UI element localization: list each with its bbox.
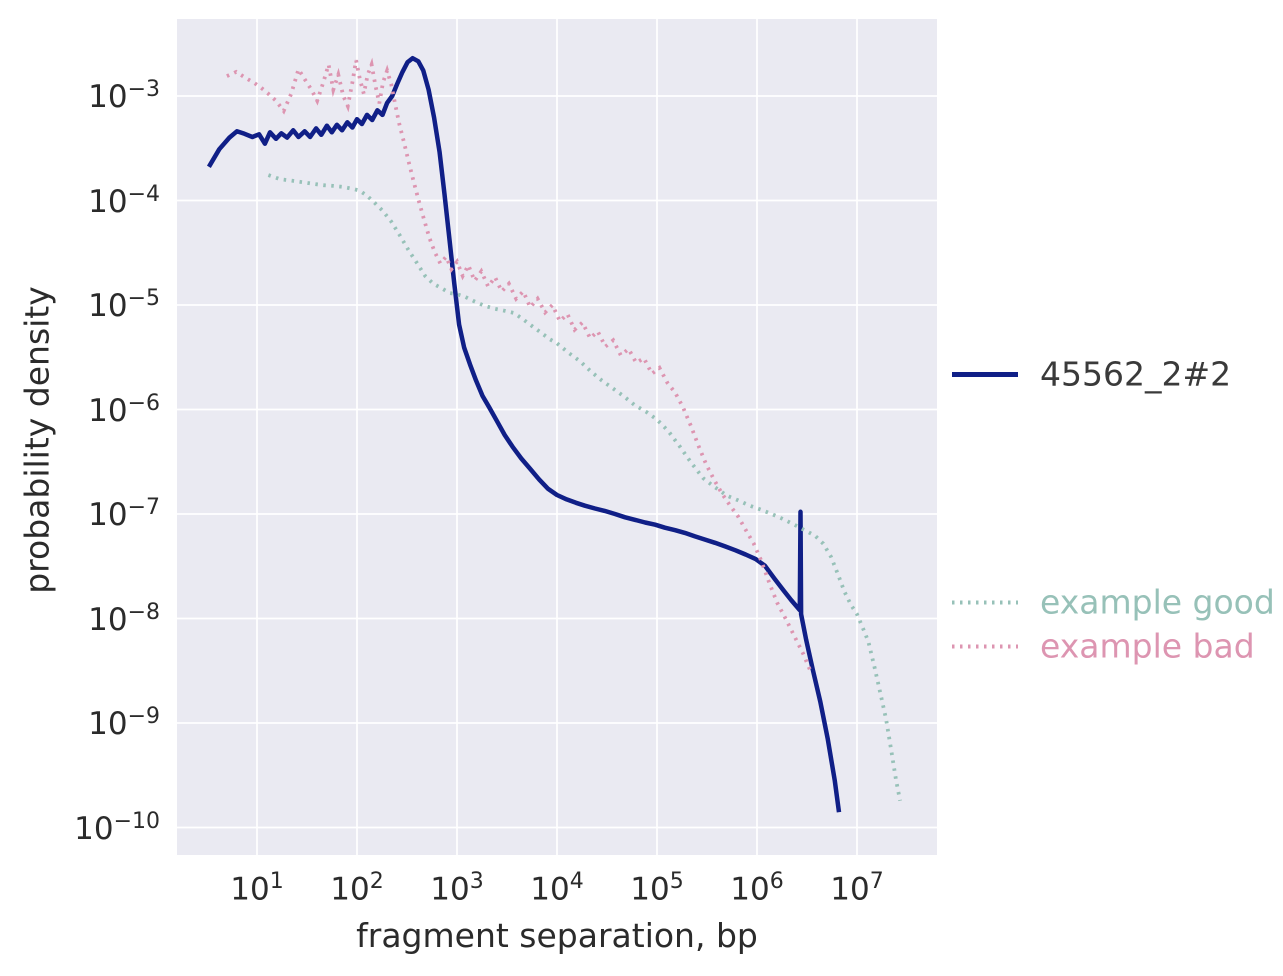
plot-area — [177, 19, 937, 855]
ytick-label: 10−6 — [88, 390, 160, 429]
ytick-label: 10−4 — [88, 181, 160, 220]
legend-entry-example-good: example good — [952, 583, 1275, 622]
legend-label-sample: 45562_2#2 — [1040, 354, 1232, 394]
legend-label-example-bad: example bad — [1040, 626, 1255, 666]
ytick-label: 10−10 — [74, 808, 160, 847]
legend-line-sample-swatch — [952, 371, 1018, 377]
xtick-label: 104 — [530, 869, 584, 908]
ytick-label: 10−9 — [88, 703, 160, 743]
chart-canvas — [177, 19, 937, 855]
xtick-label: 101 — [230, 869, 284, 908]
series-line-45562-2-2 — [206, 55, 842, 813]
ytick-label: 10−7 — [88, 494, 160, 534]
xtick-label: 106 — [730, 869, 784, 908]
ytick-label: 10−3 — [88, 76, 160, 116]
legend-entry-sample: 45562_2#2 — [952, 355, 1231, 394]
legend-label-example-good: example good — [1040, 582, 1275, 622]
legend-line-example-bad-swatch — [952, 644, 1018, 648]
y-axis-title: probability density — [17, 286, 57, 594]
xtick-label: 107 — [830, 869, 884, 908]
legend-line-example-good-swatch — [952, 600, 1018, 604]
xtick-label: 102 — [330, 869, 384, 908]
legend-entry-example-bad: example bad — [952, 627, 1255, 666]
x-axis-title: fragment separation, bp — [356, 916, 758, 955]
xtick-label: 103 — [430, 869, 484, 908]
ytick-label: 10−8 — [88, 599, 160, 638]
xtick-label: 105 — [630, 869, 684, 908]
ytick-label: 10−5 — [88, 285, 160, 325]
